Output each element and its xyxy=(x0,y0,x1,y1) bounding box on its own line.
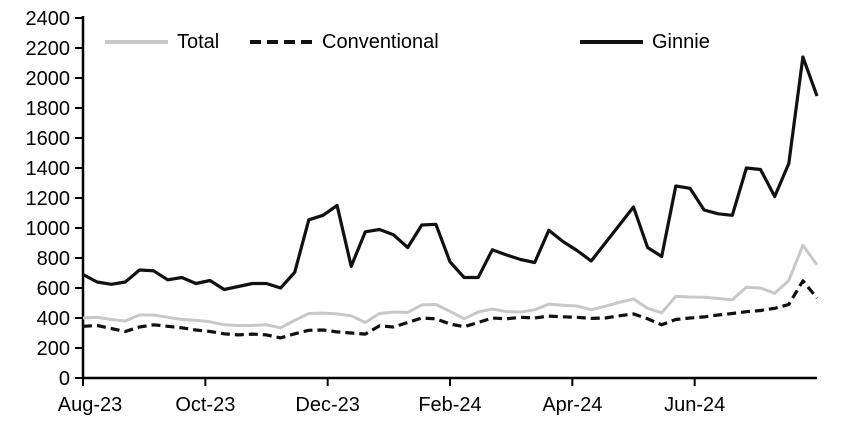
y-tick-label: 600 xyxy=(37,278,70,300)
y-tick-label: 0 xyxy=(59,368,70,390)
y-tick-label: 1200 xyxy=(26,188,71,210)
series-line-conventional xyxy=(82,279,819,340)
x-tick-label: Dec-23 xyxy=(295,394,359,416)
y-tick-label: 2400 xyxy=(26,8,71,30)
series-line-total xyxy=(82,243,819,330)
y-tick-label: 800 xyxy=(37,248,70,270)
y-tick-label: 1400 xyxy=(26,158,71,180)
x-tick-label: Oct-23 xyxy=(175,394,235,416)
x-tick-label: Feb-24 xyxy=(418,394,481,416)
y-tick-label: 1600 xyxy=(26,128,71,150)
y-tick-label: 200 xyxy=(37,338,70,360)
y-tick-label: 2000 xyxy=(26,68,71,90)
y-tick-label: 1800 xyxy=(26,98,71,120)
y-tick-label: 2200 xyxy=(26,38,71,60)
y-tick-label: 1000 xyxy=(26,218,71,240)
series-line-ginnie xyxy=(82,55,819,292)
y-tick-label: 400 xyxy=(37,308,70,330)
x-tick-label: Apr-24 xyxy=(542,394,602,416)
x-tick-label: Aug-23 xyxy=(58,394,123,416)
x-tick-label: Jun-24 xyxy=(664,394,725,416)
